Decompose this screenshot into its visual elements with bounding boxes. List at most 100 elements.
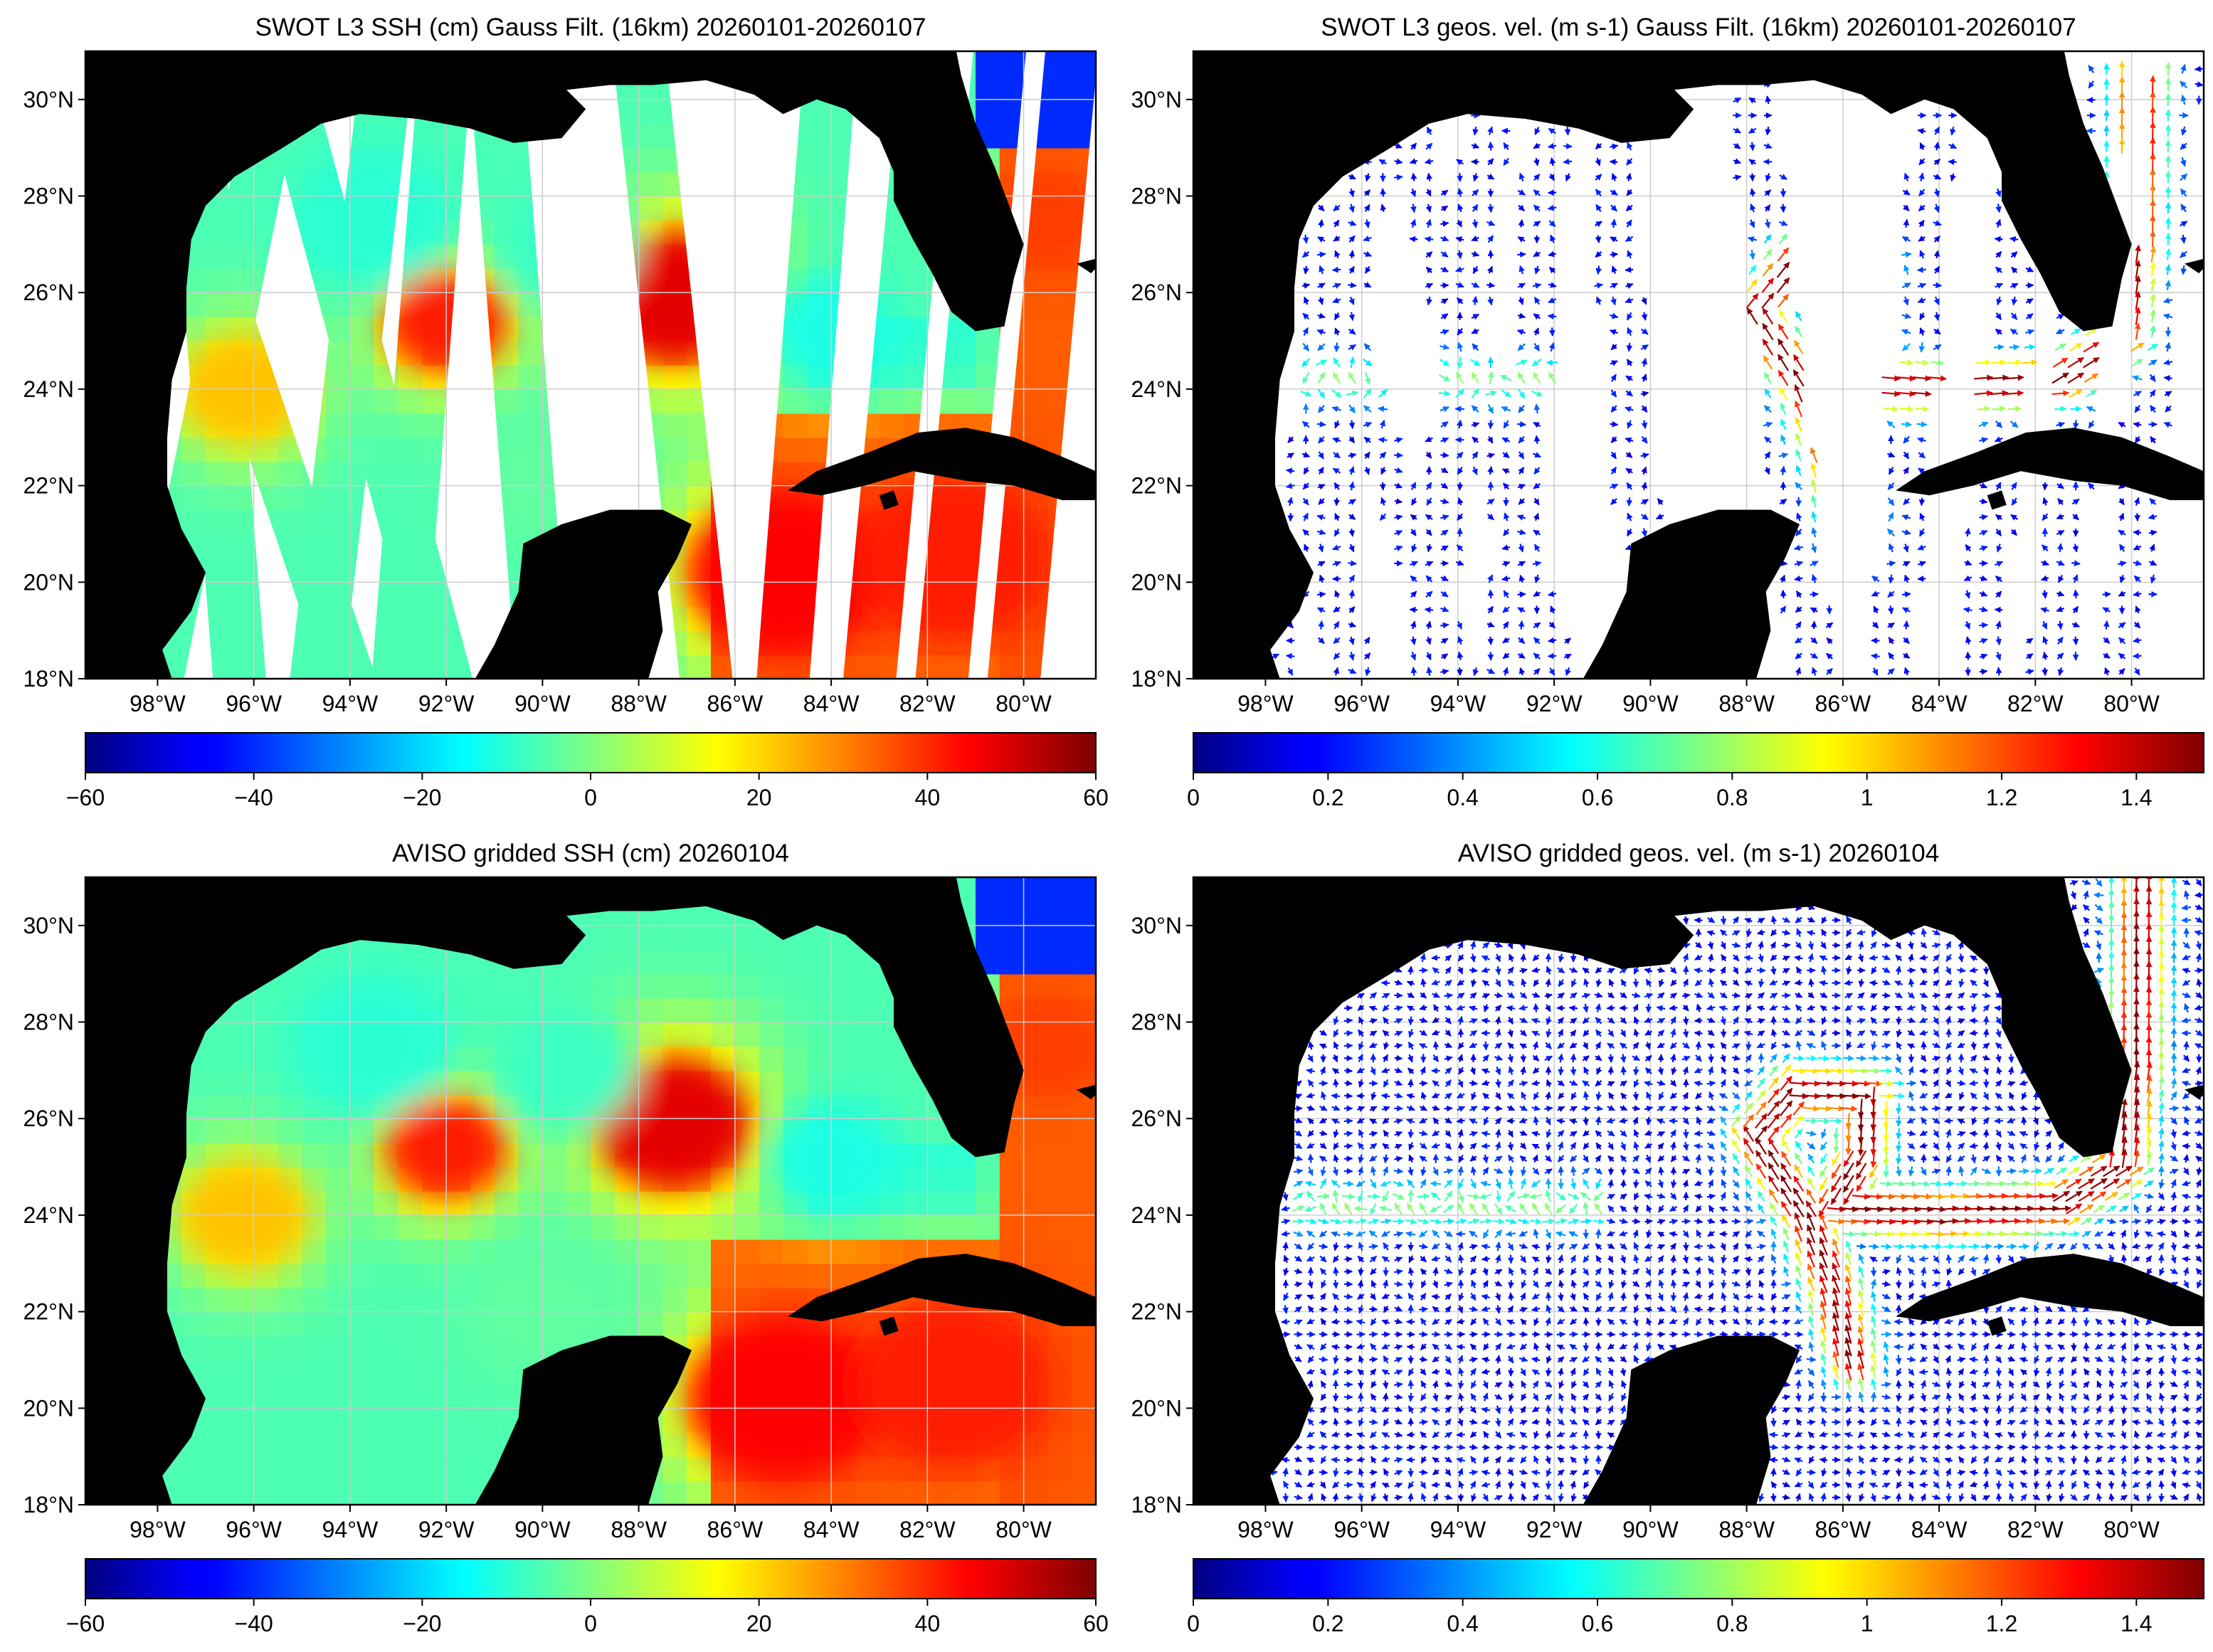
ssh-cell: [903, 1094, 929, 1119]
ssh-cell: [734, 973, 760, 999]
ssh-cell: [446, 1456, 471, 1481]
velocity-arrow: [1916, 420, 1928, 428]
ssh-cell: [253, 1360, 279, 1385]
ssh-cell: [206, 1360, 231, 1385]
ssh-cell: [759, 1287, 784, 1313]
ssh-cell: [711, 1263, 736, 1288]
ssh-cell: [229, 1311, 255, 1337]
ssh-cell: [783, 1239, 808, 1264]
velocity-arrow: [1394, 452, 1403, 459]
ssh-cell: [302, 1360, 327, 1385]
ssh-cell: [999, 949, 1025, 975]
velocity-arrow: [1995, 1481, 2002, 1490]
velocity-arrow: [1369, 1356, 1378, 1363]
ssh-cell: [687, 485, 712, 511]
ssh-cell: [494, 147, 519, 173]
ssh-cell: [662, 388, 687, 414]
velocity-arrow: [1969, 1419, 1978, 1426]
ssh-cell: [662, 1408, 687, 1433]
ssh-cell: [903, 341, 929, 366]
ssh-cell: [711, 1191, 736, 1216]
lat-tick-label: 20°N: [23, 1395, 75, 1421]
ssh-cell: [807, 1022, 832, 1047]
ssh-cell: [229, 534, 255, 559]
velocity-arrow: [1895, 1417, 1902, 1426]
velocity-arrow: [2042, 482, 2049, 491]
ssh-cell: [229, 1481, 255, 1505]
velocity-arrow: [1720, 1279, 1727, 1289]
velocity-arrow: [2019, 1444, 2029, 1451]
ssh-cell: [566, 973, 591, 999]
colorbar-tick-label: 60: [1083, 1611, 1109, 1636]
velocity-arrow: [1407, 1493, 1414, 1502]
velocity-arrow: [1518, 620, 1525, 630]
ssh-cell: [326, 1239, 351, 1264]
ssh-cell: [638, 1239, 664, 1264]
ssh-cell: [831, 1481, 856, 1505]
ssh-cell: [638, 949, 664, 975]
ssh-cell: [1023, 1456, 1049, 1481]
velocity-arrow: [1982, 1467, 1990, 1477]
velocity-arrow: [1901, 421, 1913, 428]
ssh-cell: [518, 317, 544, 341]
ssh-cell: [229, 630, 255, 655]
velocity-arrow: [2194, 1330, 2204, 1338]
colorbar-tick-label: 40: [915, 785, 941, 810]
ssh-cell: [349, 1481, 375, 1505]
ssh-cell: [278, 509, 303, 535]
ssh-cell: [614, 1263, 640, 1288]
velocity-arrow: [1894, 1456, 1903, 1463]
ssh-cell: [855, 1239, 880, 1264]
ssh-cell: [687, 1191, 712, 1216]
velocity-arrow: [1282, 1493, 1289, 1503]
ssh-cell: [374, 949, 399, 975]
ssh-cell: [398, 534, 423, 559]
ssh-cell: [855, 997, 880, 1023]
lat-tick-label: 26°N: [23, 280, 75, 305]
ssh-cell: [783, 973, 808, 999]
ssh-cell: [278, 461, 303, 487]
colorbar-tick-label: 20: [746, 1611, 772, 1636]
ssh-cell: [278, 973, 303, 999]
ssh-cell: [253, 1022, 279, 1047]
lon-tick-label: 82°W: [2007, 691, 2064, 716]
ssh-cell: [1047, 1456, 1072, 1481]
velocity-arrow: [1492, 1218, 1505, 1225]
ssh-cell: [229, 1456, 255, 1481]
ssh-cell: [662, 1287, 687, 1313]
ssh-cell: [422, 973, 447, 999]
ssh-cell: [783, 1046, 808, 1071]
ssh-cell: [494, 388, 519, 414]
ssh-cell: [326, 388, 351, 414]
velocity-arrow: [1945, 1444, 1953, 1451]
ssh-cell: [1047, 268, 1072, 293]
velocity-arrow: [1431, 1481, 1440, 1488]
ssh-cell: [734, 1214, 760, 1240]
ssh-cell: [446, 1070, 471, 1096]
ssh-cell: [229, 1118, 255, 1143]
ssh-cell: [398, 558, 423, 583]
ssh-cell: [1023, 1239, 1049, 1264]
ssh-cell: [349, 317, 375, 341]
ssh-cell: [278, 1143, 303, 1167]
colorbar-tick-label: 1: [1861, 785, 1874, 810]
ssh-cell: [903, 1481, 929, 1505]
ssh-cell: [1072, 1167, 1096, 1192]
ssh-cell: [326, 1263, 351, 1288]
ssh-cell: [759, 949, 784, 975]
velocity-arrow: [1894, 1331, 1904, 1338]
velocity-arrow: [1706, 1330, 1716, 1338]
ssh-cell: [662, 437, 687, 462]
velocity-arrow: [1810, 591, 1819, 598]
velocity-arrow: [1331, 1456, 1341, 1463]
ssh-cell: [1047, 901, 1072, 926]
ssh-cell: [759, 1046, 784, 1071]
ssh-cell: [1047, 877, 1072, 902]
lat-tick-label: 18°N: [23, 666, 75, 692]
ssh-cell: [349, 413, 375, 438]
ssh-cell: [422, 655, 447, 679]
ssh-cell: [614, 1191, 640, 1216]
velocity-arrow: [2182, 1406, 2191, 1413]
ssh-cell: [662, 997, 687, 1023]
